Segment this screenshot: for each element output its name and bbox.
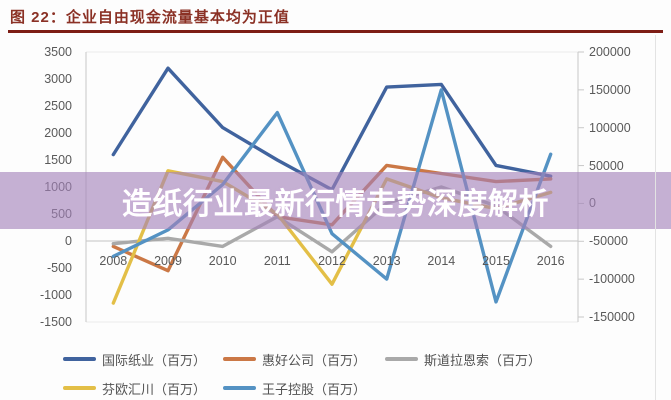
legend-line-swatch-weyerhaeuser bbox=[223, 357, 256, 361]
left-axis-tick-label: -1500 bbox=[40, 315, 72, 329]
left-axis-tick-label: 3500 bbox=[44, 45, 72, 59]
page-edge-divider bbox=[655, 35, 656, 400]
legend-item-upm: 芬欧汇川（百万） bbox=[63, 381, 207, 397]
legend-line-swatch-stora-enso bbox=[385, 357, 418, 361]
legend-item-weyerhaeuser: 惠好公司（百万） bbox=[223, 352, 367, 368]
right-axis-tick-label: -100000 bbox=[589, 272, 635, 287]
x-axis-year-label: 2016 bbox=[536, 254, 565, 268]
right-axis-tick-label: 100000 bbox=[589, 120, 631, 135]
left-axis-tick-label: 2000 bbox=[44, 126, 72, 140]
right-axis-tick-label: 50000 bbox=[589, 158, 624, 173]
left-axis-tick-label: 0 bbox=[65, 234, 72, 248]
legend-item-oji-holdings: 王子控股（百万） bbox=[223, 381, 367, 397]
left-axis-tick-label: 1500 bbox=[44, 153, 72, 167]
right-axis-tick-label: 150000 bbox=[589, 82, 631, 97]
promo-banner: 造纸行业最新行情走势深度解析 bbox=[0, 172, 671, 229]
right-axis-tick-label: 200000 bbox=[589, 45, 631, 59]
x-axis-year-label: 2014 bbox=[427, 254, 456, 268]
legend-label-intl-paper: 国际纸业（百万） bbox=[102, 352, 207, 368]
legend-item-intl-paper: 国际纸业（百万） bbox=[63, 352, 207, 368]
x-axis-year-label: 2013 bbox=[372, 254, 401, 268]
x-axis-year-label: 2012 bbox=[318, 254, 346, 268]
x-axis-year-label: 2015 bbox=[482, 254, 510, 268]
legend-line-swatch-intl-paper bbox=[63, 357, 96, 361]
left-axis-tick-label: -500 bbox=[46, 261, 72, 275]
legend-item-stora-enso: 斯道拉恩索（百万） bbox=[385, 352, 542, 368]
x-axis-year-label: 2008 bbox=[99, 254, 128, 268]
legend-label-stora-enso: 斯道拉恩索（百万） bbox=[424, 352, 542, 368]
left-axis-tick-label: 2500 bbox=[44, 99, 72, 113]
legend-label-weyerhaeuser: 惠好公司（百万） bbox=[262, 352, 367, 368]
title-underline-rule bbox=[8, 30, 663, 33]
legend-label-oji-holdings: 王子控股（百万） bbox=[262, 381, 367, 397]
promo-banner-text: 造纸行业最新行情走势深度解析 bbox=[122, 187, 549, 221]
right-axis-tick-label: -150000 bbox=[589, 310, 635, 324]
left-axis-tick-label: -1000 bbox=[40, 288, 72, 302]
figure-title: 图 22：企业自由现金流量基本均为正值 bbox=[10, 9, 290, 26]
left-axis-tick-label: 3000 bbox=[44, 72, 72, 86]
legend-line-swatch-upm bbox=[63, 386, 96, 390]
x-axis-year-label: 2010 bbox=[208, 254, 237, 268]
right-axis-tick-label: -50000 bbox=[589, 234, 628, 249]
x-axis-year-label: 2009 bbox=[154, 254, 182, 268]
legend-line-swatch-oji-holdings bbox=[223, 386, 256, 390]
legend-label-upm: 芬欧汇川（百万） bbox=[102, 381, 207, 397]
x-axis-year-label: 2011 bbox=[263, 254, 291, 268]
